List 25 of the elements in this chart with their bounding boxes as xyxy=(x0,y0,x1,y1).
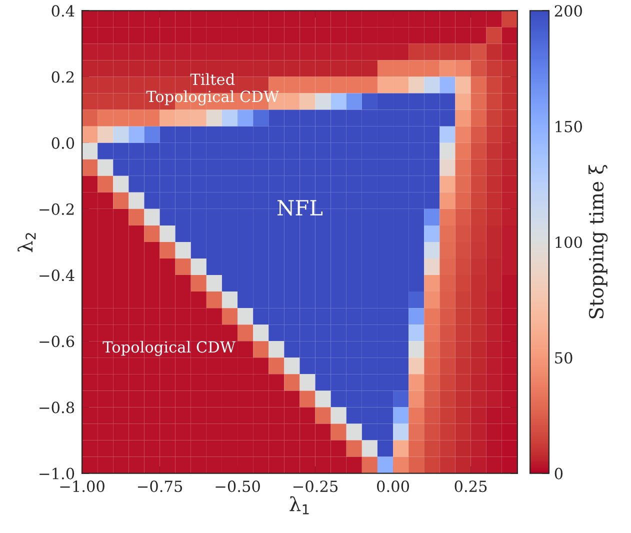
color-bar-label: 100 xyxy=(556,236,582,248)
x-axis-title: λ$_{1}$ xyxy=(290,496,309,514)
y-tick-label: −0.8 xyxy=(40,402,74,414)
color-bar-title: Stopping time ξ xyxy=(588,164,608,318)
y-tick-label: 0.0 xyxy=(52,137,74,149)
x-tick-label: −1.00 xyxy=(60,480,104,492)
y-tick-label: 0.2 xyxy=(52,71,74,83)
x-tick-label: 0.00 xyxy=(377,480,410,492)
y-tick-label: −1.0 xyxy=(40,468,74,480)
y-tick-label: −0.4 xyxy=(40,269,74,282)
annotation: NFL xyxy=(277,200,322,216)
annotation: Tilted Topological CDW xyxy=(146,73,280,106)
y-axis-title: λ$_{2}$ xyxy=(18,233,36,252)
x-tick-label: −0.25 xyxy=(293,480,338,492)
x-tick-label: 0.25 xyxy=(454,480,487,492)
y-tick-label: 0.4 xyxy=(52,5,74,17)
x-tick-label: −0.75 xyxy=(138,480,182,492)
annotation: Topological CDW xyxy=(102,340,236,356)
color-bar-label: 200 xyxy=(554,5,582,17)
y-tick-label: −0.6 xyxy=(40,336,74,348)
color-bar-label: 150 xyxy=(556,120,582,132)
y-tick-label: −0.2 xyxy=(40,203,74,215)
x-tick-label: −0.50 xyxy=(216,480,260,492)
color-bar-label: 0 xyxy=(554,468,563,480)
color-bar-label: 50 xyxy=(555,352,572,364)
